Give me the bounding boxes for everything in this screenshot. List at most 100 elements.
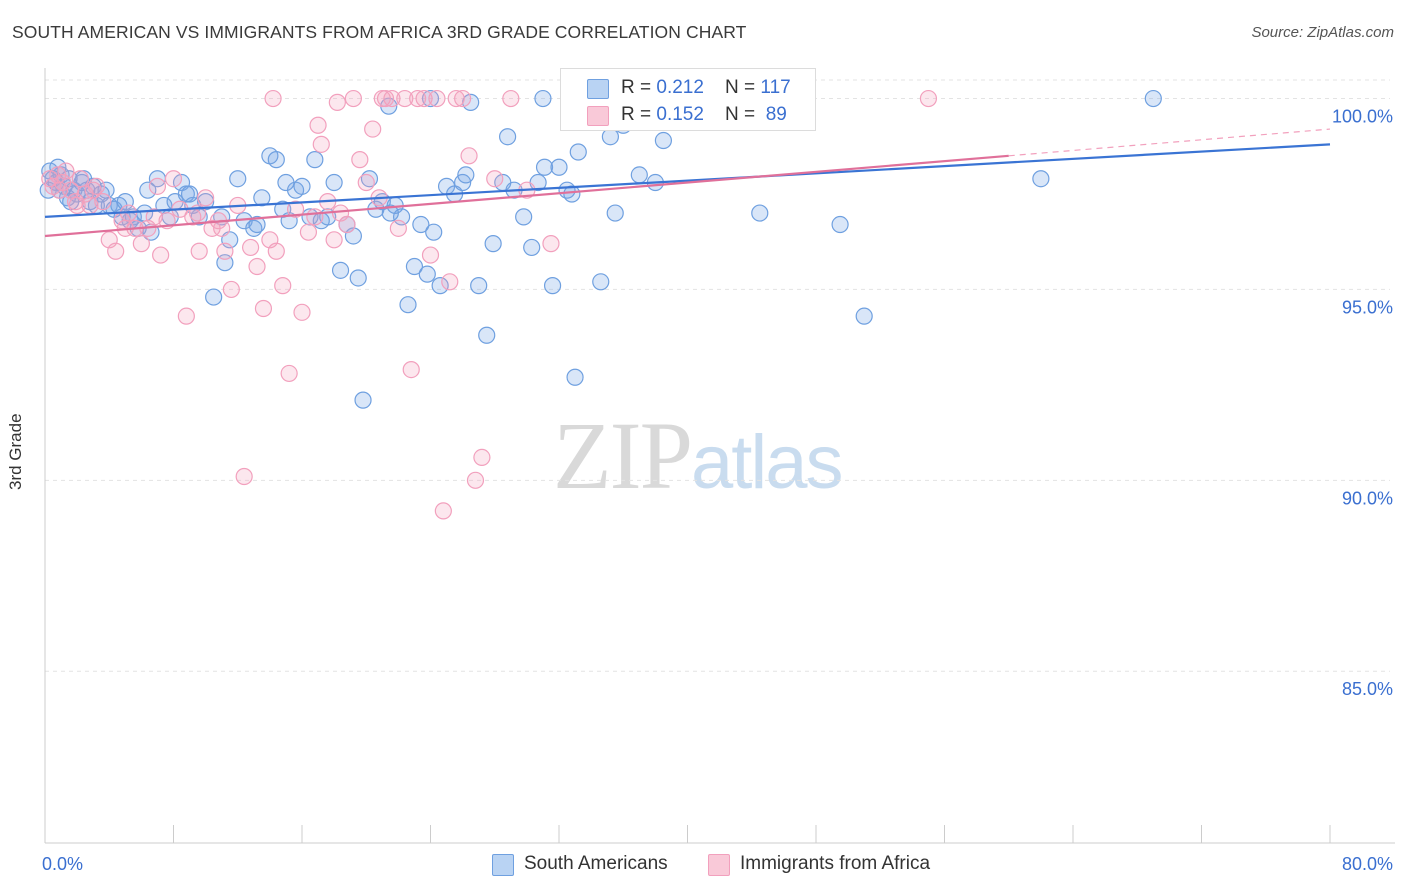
point-immigrants-africa <box>473 448 491 467</box>
point-immigrants-africa <box>216 242 234 260</box>
bottom-legend-swatch-blue <box>492 854 514 876</box>
point-immigrants-africa <box>197 189 215 207</box>
legend-n-label: N = <box>725 104 761 125</box>
point-south-americans <box>543 277 562 295</box>
point-immigrants-africa <box>306 208 324 226</box>
legend-swatch-blue <box>587 79 609 99</box>
point-immigrants-africa <box>190 242 208 260</box>
source-credit: Source: ZipAtlas.com <box>1251 24 1394 41</box>
bottom-legend-label: South Americans <box>524 853 668 874</box>
y-tick-label: 90.0% <box>1342 488 1393 508</box>
point-south-americans <box>418 265 436 283</box>
point-immigrants-africa <box>919 89 938 108</box>
point-immigrants-africa <box>421 246 440 264</box>
point-immigrants-africa <box>328 93 346 111</box>
point-immigrants-africa <box>248 257 266 276</box>
point-south-americans <box>831 215 849 234</box>
point-south-americans <box>180 185 199 203</box>
point-south-americans <box>412 215 430 234</box>
point-immigrants-africa <box>402 361 420 379</box>
y-axis-label: 3rd Grade <box>6 413 25 490</box>
point-immigrants-africa <box>351 151 369 169</box>
point-south-americans <box>855 307 873 325</box>
bottom-legend-swatch-pink <box>708 854 730 876</box>
point-south-americans <box>523 238 541 257</box>
point-immigrants-africa <box>57 162 75 180</box>
point-south-americans <box>331 261 350 279</box>
point-immigrants-africa <box>299 223 318 241</box>
point-immigrants-africa <box>396 89 414 108</box>
point-south-americans <box>381 204 399 222</box>
point-immigrants-africa <box>145 208 163 226</box>
point-immigrants-africa <box>71 170 89 188</box>
point-south-americans <box>425 223 443 241</box>
point-immigrants-africa <box>68 196 86 215</box>
point-immigrants-africa <box>357 173 375 192</box>
point-south-americans <box>515 208 533 226</box>
point-immigrants-africa <box>94 193 112 211</box>
point-south-americans <box>354 391 372 409</box>
point-immigrants-africa <box>264 89 282 108</box>
legend-swatch-pink <box>587 106 609 126</box>
point-immigrants-africa <box>434 502 452 520</box>
point-immigrants-africa <box>373 89 391 108</box>
point-immigrants-africa <box>460 147 478 165</box>
point-south-americans <box>550 158 568 176</box>
legend-n-value: 117 <box>760 77 791 98</box>
point-immigrants-africa <box>454 89 472 108</box>
point-immigrants-africa <box>542 235 560 253</box>
point-immigrants-africa <box>84 181 102 199</box>
point-south-americans <box>306 151 324 169</box>
point-immigrants-africa <box>428 89 446 108</box>
point-south-americans <box>277 173 295 192</box>
y-tick-label: 95.0% <box>1342 297 1393 317</box>
watermark-atlas: atlas <box>691 420 844 505</box>
legend-r-label: R = <box>621 77 657 98</box>
point-south-americans <box>139 181 157 199</box>
point-immigrants-africa <box>344 89 362 108</box>
legend-stats-text: R = 0.212 N = 117 <box>621 77 791 99</box>
point-south-americans <box>484 235 502 253</box>
y-tick-label: 85.0% <box>1342 679 1393 699</box>
point-south-americans <box>405 257 424 276</box>
point-immigrants-africa <box>274 277 292 295</box>
point-immigrants-africa <box>309 116 327 134</box>
point-immigrants-africa <box>486 170 504 188</box>
point-immigrants-africa <box>164 170 183 188</box>
point-immigrants-africa <box>415 89 433 108</box>
point-south-americans <box>399 296 417 314</box>
chart-title: SOUTH AMERICAN VS IMMIGRANTS FROM AFRICA… <box>12 22 747 42</box>
point-south-americans <box>499 128 517 146</box>
point-immigrants-africa <box>383 89 401 108</box>
point-south-americans <box>325 173 343 192</box>
watermark-zip: ZIP <box>553 402 693 509</box>
point-south-americans <box>534 89 552 108</box>
point-south-americans <box>248 215 266 234</box>
trendline-extension-immigrants-africa <box>1008 128 1331 157</box>
legend-r-value: 0.212 <box>656 77 704 98</box>
point-south-americans <box>569 143 587 161</box>
point-south-americans <box>566 368 584 386</box>
point-immigrants-africa <box>409 89 427 108</box>
point-south-americans <box>630 166 648 184</box>
legend-stats-text: R = 0.152 N = 89 <box>621 104 787 126</box>
watermark: ZIPatlas <box>553 400 844 511</box>
point-immigrants-africa <box>235 467 253 486</box>
point-south-americans <box>1032 170 1050 188</box>
point-south-americans <box>563 185 581 203</box>
point-south-americans <box>253 189 271 207</box>
point-south-americans <box>1144 89 1162 108</box>
point-immigrants-africa <box>267 242 285 260</box>
x-tick-label: 0.0% <box>42 854 83 874</box>
legend-r-value: 0.152 <box>656 104 704 125</box>
point-south-americans <box>229 170 247 188</box>
point-immigrants-africa <box>312 135 330 153</box>
point-immigrants-africa <box>502 89 520 108</box>
point-south-americans <box>654 131 673 150</box>
point-south-americans <box>293 177 311 195</box>
point-immigrants-africa <box>286 200 305 218</box>
point-south-americans <box>751 204 769 222</box>
point-south-americans <box>470 277 488 295</box>
legend-n-value: 89 <box>765 104 787 125</box>
